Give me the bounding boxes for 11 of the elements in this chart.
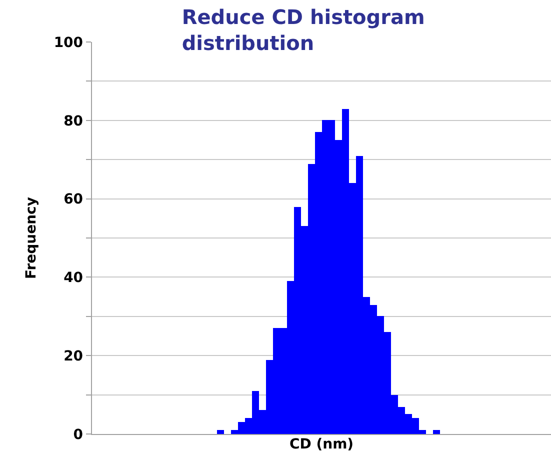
y-tick-label: 0 xyxy=(73,426,84,443)
bar xyxy=(433,430,440,434)
y-tick-label: 60 xyxy=(64,192,84,208)
x-axis-title: CD (nm) xyxy=(289,436,354,452)
y-tick-label: 100 xyxy=(54,34,84,51)
y-tick-label: 80 xyxy=(64,113,84,130)
y-tick-label: 20 xyxy=(64,348,84,364)
y-axis-title: Frequency xyxy=(23,197,40,279)
chart-title: Reduce CD histogram distribution xyxy=(182,5,425,55)
bar xyxy=(217,430,224,434)
y-tick-label: 40 xyxy=(64,270,84,286)
